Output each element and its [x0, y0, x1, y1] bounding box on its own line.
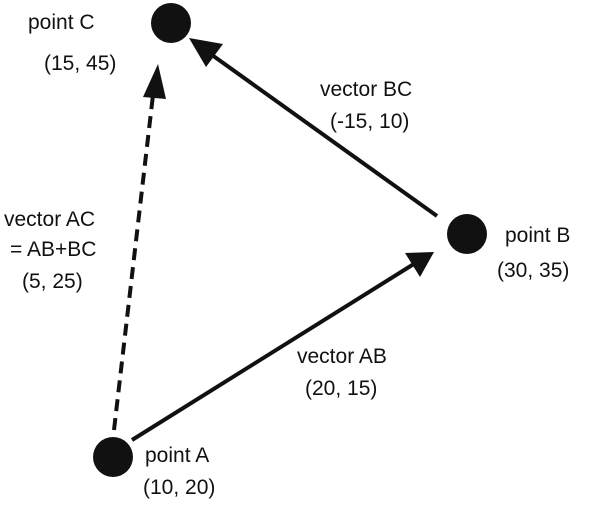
vector-bc-arrowhead — [189, 38, 223, 67]
point-a-coords: (10, 20) — [143, 476, 215, 499]
point-b-marker — [447, 214, 487, 254]
vector-ac-line — [112, 94, 155, 431]
point-a-marker — [93, 437, 133, 477]
vector-ab — [130, 252, 434, 442]
vector-ab-line — [130, 255, 427, 442]
vector-ac-components: (5, 25) — [22, 270, 83, 293]
point-a-name: point A — [145, 444, 209, 467]
point-b-name: point B — [505, 224, 570, 247]
vector-bc — [189, 38, 439, 218]
point-b-coords: (30, 35) — [497, 259, 569, 282]
vector-ac-name: vector AC — [4, 208, 95, 231]
point-c-marker — [151, 3, 191, 43]
point-c-name: point C — [28, 11, 95, 34]
vector-ac — [112, 64, 166, 431]
point-c-coords: (15, 45) — [44, 52, 116, 75]
vector-bc-name: vector BC — [320, 78, 412, 101]
vector-ac-arrowhead — [143, 64, 166, 99]
vector-bc-components: (-15, 10) — [330, 110, 409, 133]
vector-bc-line — [210, 53, 439, 218]
vector-ac-formula: = AB+BC — [10, 238, 96, 261]
vector-ab-components: (20, 15) — [305, 377, 377, 400]
vector-ab-arrowhead — [405, 252, 434, 277]
vector-ab-name: vector AB — [297, 345, 387, 368]
